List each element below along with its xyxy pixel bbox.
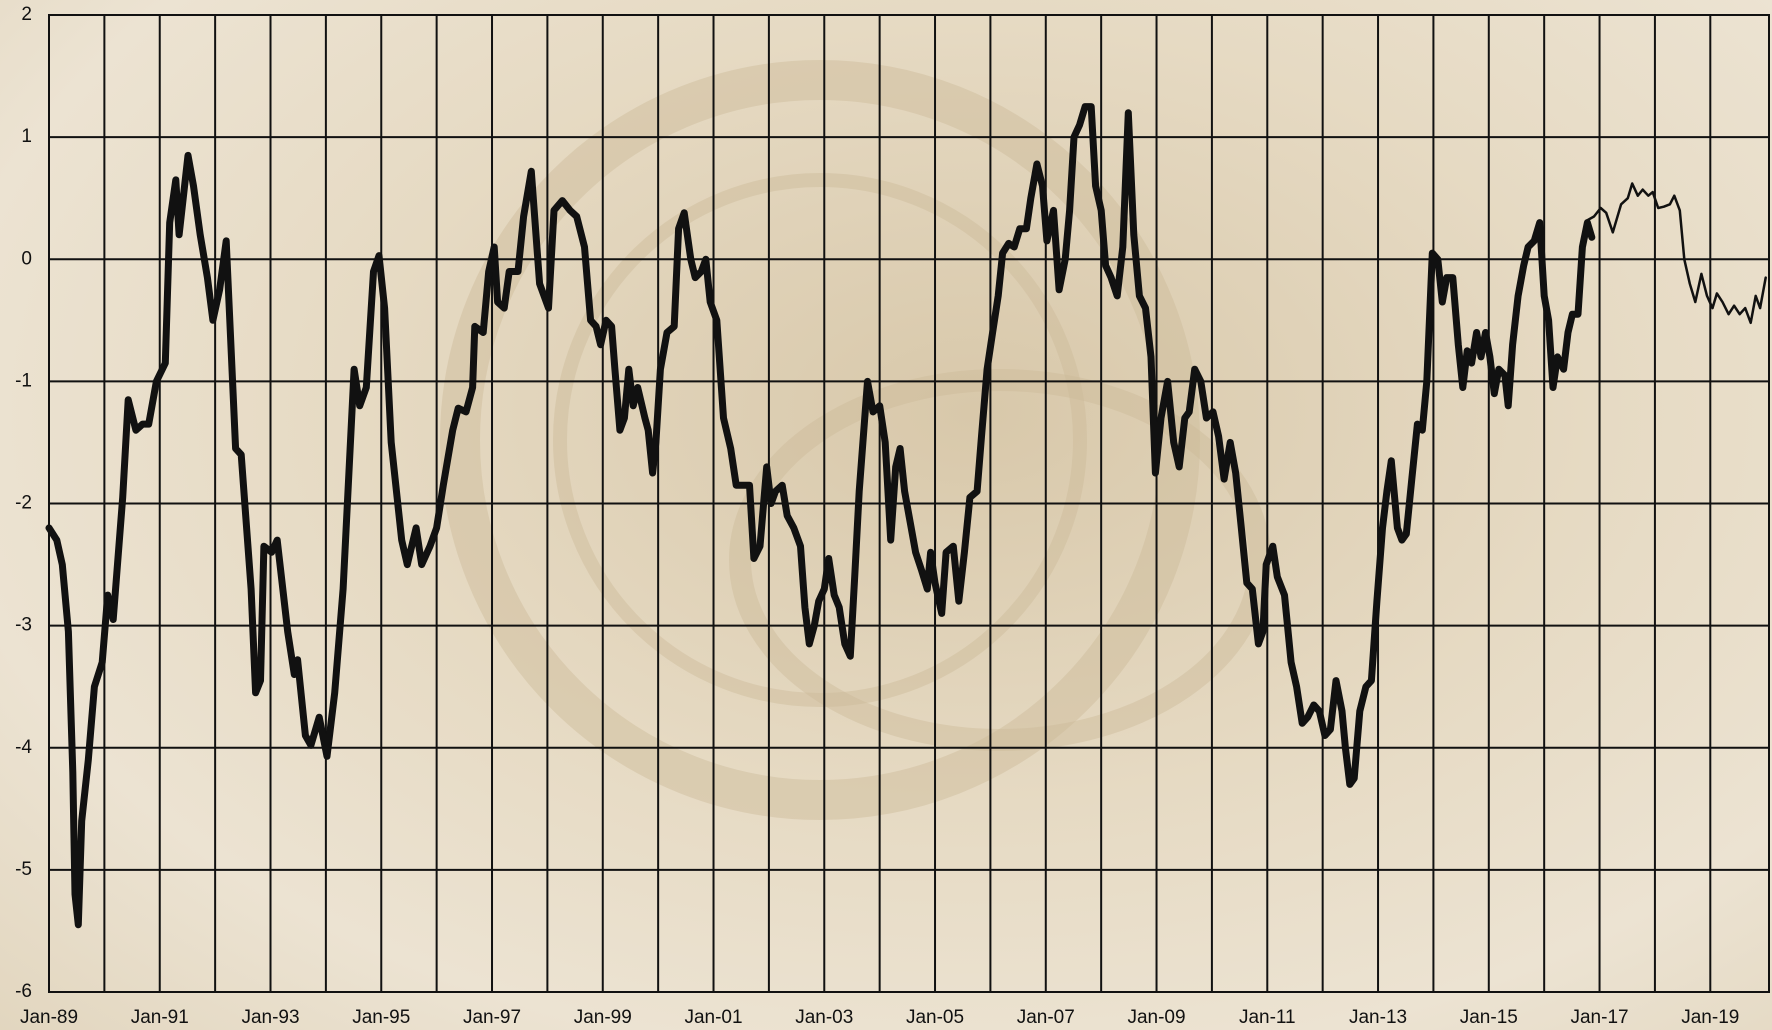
x-tick-label: Jan-93 (241, 1007, 299, 1028)
data-line (1586, 182, 1767, 325)
y-tick-label: -3 (15, 615, 32, 636)
x-tick-label: Jan-09 (1127, 1007, 1185, 1028)
x-tick-label: Jan-17 (1570, 1007, 1628, 1028)
y-tick-label: -5 (15, 859, 32, 880)
x-tick-label: Jan-15 (1460, 1007, 1518, 1028)
y-tick-label: 0 (21, 248, 32, 269)
x-tick-label: Jan-97 (463, 1007, 521, 1028)
x-tick-label: Jan-91 (131, 1007, 189, 1028)
x-tick-label: Jan-95 (352, 1007, 410, 1028)
x-tick-label: Jan-11 (1239, 1007, 1296, 1028)
x-tick-label: Jan-89 (20, 1007, 78, 1028)
x-tick-label: Jan-99 (574, 1007, 632, 1028)
y-tick-label: -4 (15, 737, 32, 758)
y-tick-label: 1 (21, 126, 32, 147)
x-tick-label: Jan-01 (684, 1007, 742, 1028)
y-tick-label: -1 (15, 370, 32, 391)
y-tick-label: -6 (15, 981, 32, 1002)
x-tick-label: Jan-03 (795, 1007, 853, 1028)
y-tick-label: 2 (21, 4, 32, 25)
x-tick-label: Jan-13 (1349, 1007, 1407, 1028)
x-tick-label: Jan-07 (1017, 1007, 1075, 1028)
y-tick-label: -2 (15, 493, 32, 514)
x-tick-label: Jan-05 (906, 1007, 964, 1028)
data-line (45, 103, 1596, 929)
x-tick-label: Jan-19 (1681, 1007, 1739, 1028)
plot-frame (48, 14, 1770, 993)
